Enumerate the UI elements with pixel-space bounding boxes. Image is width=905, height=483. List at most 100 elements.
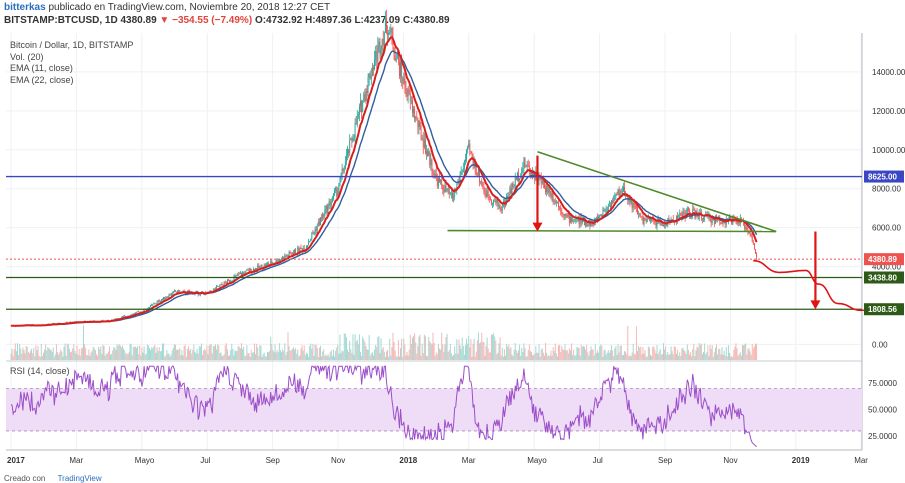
candle-body: [245, 270, 247, 275]
volume-bar: [551, 355, 553, 360]
support-line[interactable]: [447, 229, 777, 233]
volume-bar: [524, 348, 526, 360]
candle-body: [578, 217, 580, 225]
author-name[interactable]: bitterkas: [4, 2, 46, 13]
volume-bar: [60, 349, 62, 360]
volume-bar: [281, 352, 283, 360]
volume-bar: [270, 336, 272, 360]
rsi-line[interactable]: [10, 364, 757, 448]
volume-bar: [708, 356, 710, 360]
candle-body: [246, 269, 248, 271]
volume-bar: [200, 343, 202, 360]
volume-bar: [460, 349, 462, 360]
volume-bar: [10, 353, 12, 360]
volume-bar: [723, 350, 725, 360]
price-level-badge[interactable]: [864, 271, 904, 284]
projection-curve[interactable]: [753, 259, 881, 312]
legend-vol[interactable]: Vol. (20): [10, 51, 44, 62]
volume-bar: [71, 351, 73, 360]
candle-body: [540, 177, 542, 184]
candle-body: [571, 217, 572, 222]
price-level-badge[interactable]: [864, 170, 904, 183]
candle-body: [642, 216, 644, 225]
candle-body: [566, 215, 568, 217]
legend-ema11[interactable]: EMA (11, close): [10, 63, 73, 73]
volume-bar: [671, 351, 673, 360]
candle-body: [462, 168, 464, 172]
price-chart[interactable]: RSI (14, close) 14000.00 12000.00 10000.00…: [0, 0, 905, 470]
volume-bar: [261, 356, 263, 360]
volume-bar: [699, 344, 701, 360]
candle-body: [554, 200, 556, 203]
volume-bar: [574, 355, 576, 360]
candle-body: [388, 32, 390, 36]
volume-bar: [195, 353, 197, 360]
volume-bar: [194, 351, 196, 360]
volume-bar: [593, 355, 595, 360]
candle-body: [237, 274, 239, 276]
candle-body: [324, 210, 326, 217]
volume-bar: [366, 349, 368, 360]
volume-bar: [313, 356, 315, 360]
candle-body: [668, 218, 670, 221]
volume-bar: [108, 346, 110, 360]
legend-ema22[interactable]: EMA (22, close): [10, 74, 74, 85]
created-label: Creado con: [4, 474, 46, 483]
rsi-band: [6, 388, 862, 431]
volume-bar: [736, 348, 738, 360]
volume-bar: [221, 355, 223, 360]
volume-bar: [562, 349, 564, 360]
time-tick-label: Jul: [200, 456, 210, 465]
volume-bar: [630, 356, 632, 360]
candle-body: [586, 221, 588, 227]
price-level-badge[interactable]: [864, 303, 904, 316]
volume-bar: [298, 356, 300, 360]
candle-body: [699, 211, 701, 213]
volume-bar: [363, 339, 365, 360]
volume-bar: [375, 344, 377, 360]
candle-body: [371, 67, 373, 77]
volume-bar: [635, 326, 637, 360]
candle-body: [601, 214, 603, 218]
volume-bar: [644, 350, 646, 360]
candle-body: [734, 217, 736, 220]
volume-bar: [123, 348, 125, 360]
candle-body: [651, 218, 653, 221]
candle-body: [568, 214, 570, 223]
volume-bar: [74, 350, 76, 360]
down-arrow-head[interactable]: [532, 222, 543, 232]
tradingview-logo-link[interactable]: TradingView: [57, 474, 102, 483]
candle-body: [497, 199, 499, 206]
volume-bar: [677, 349, 679, 360]
candle-body: [631, 200, 633, 209]
rsi-legend-label[interactable]: RSI (14, close): [10, 366, 70, 376]
volume-bar: [563, 350, 565, 360]
candle-body: [494, 199, 496, 201]
volume-bar: [716, 344, 718, 360]
volume-bar: [511, 354, 513, 360]
volume-bar: [388, 356, 390, 360]
volume-bar: [58, 354, 60, 360]
candle-body: [267, 263, 268, 265]
candle-body: [415, 116, 417, 120]
volume-bar: [12, 355, 14, 360]
volume-bar: [269, 350, 271, 360]
price-level-badge[interactable]: [864, 253, 904, 266]
volume-bar: [653, 346, 655, 360]
volume-bar: [494, 336, 496, 360]
volume-bar: [18, 354, 20, 360]
volume-bar: [177, 349, 179, 360]
down-arrow-head[interactable]: [810, 300, 821, 310]
volume-bar: [641, 354, 643, 360]
volume-bar: [555, 353, 557, 360]
volume-bar: [565, 350, 567, 360]
volume-bar: [90, 352, 92, 360]
candle-body: [114, 318, 116, 320]
candle-body: [137, 311, 139, 313]
candle-body: [507, 196, 509, 197]
descending-trendline[interactable]: [537, 150, 777, 233]
candle-body: [414, 108, 416, 120]
volume-bar: [534, 353, 536, 360]
candle-body: [533, 171, 535, 178]
candle-body: [755, 249, 756, 254]
